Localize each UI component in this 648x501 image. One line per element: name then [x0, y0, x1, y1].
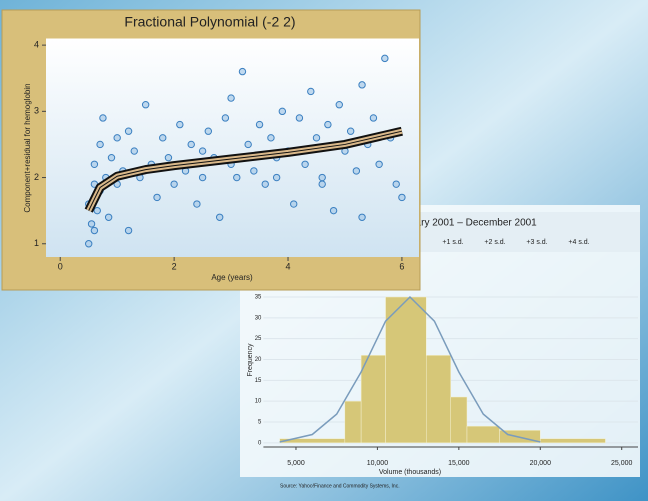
scatter-point: [301, 160, 309, 169]
normal-curve: [279, 295, 541, 443]
scatter-point: [153, 193, 161, 202]
histogram-bar: [426, 355, 451, 444]
scatter-point: [130, 147, 138, 155]
scatter-point: [233, 173, 241, 182]
scatter-point: [204, 127, 212, 135]
x-tick-label: 2: [172, 261, 177, 271]
histogram-bar: [450, 396, 468, 444]
y-tick-label: 3: [34, 106, 39, 116]
scatter-point: [124, 127, 133, 135]
scatter-point: [164, 153, 173, 162]
scatter-point: [113, 134, 121, 142]
scatter-point: [238, 67, 247, 76]
y-tick-label: 30: [255, 315, 262, 321]
header-label: +3 s.d.: [526, 239, 547, 246]
x-tick-label: 4: [286, 261, 291, 271]
fit-line: [88, 130, 403, 211]
x-tick-label: 5,000: [287, 460, 305, 467]
scatter-point: [358, 81, 366, 89]
y-tick-label: 1: [34, 238, 39, 248]
scatter-point: [329, 206, 338, 215]
chart-title: Fractional Polynomial (-2 2): [124, 14, 295, 30]
scatter-point: [124, 226, 133, 235]
scatter-point: [141, 101, 150, 109]
x-axis-label: Volume (thousands): [379, 469, 441, 476]
header-label: +4 s.d.: [568, 239, 589, 246]
y-tick-label: 15: [255, 378, 262, 384]
x-tick-label: 25,000: [611, 460, 633, 467]
header-label: +2 s.d.: [484, 239, 505, 246]
scatter-point: [381, 54, 389, 63]
scatter-point: [278, 107, 287, 116]
scatter-point: [295, 114, 304, 122]
scatter-point: [398, 193, 406, 202]
scatter-point: [159, 134, 167, 142]
scatter-point: [90, 226, 99, 235]
scatter-point: [93, 206, 101, 215]
scatter-point: [307, 87, 315, 96]
y-axis-label: Component+residual for hemoglobin: [23, 83, 32, 212]
scatter-point: [352, 167, 361, 175]
scatter-point: [193, 200, 201, 208]
histogram-bar: [540, 438, 606, 444]
scatter-point: [335, 101, 343, 109]
scatter-point: [272, 173, 281, 182]
scatter-point: [90, 160, 99, 169]
y-tick-label: 25: [255, 336, 262, 342]
scatter-point: [170, 180, 178, 188]
histogram-bar: [360, 355, 386, 444]
scatter-point: [87, 220, 96, 228]
x-tick-label: 0: [58, 261, 63, 271]
histogram-bar: [344, 400, 362, 444]
x-tick-label: 20,000: [530, 460, 552, 467]
y-tick-label: 4: [34, 39, 39, 49]
x-tick-label: 10,000: [367, 460, 389, 467]
scatter-point: [99, 114, 107, 122]
y-tick-label: 0: [258, 440, 262, 446]
source-note: Source: Yahoo!Finance and Commodity Syst…: [280, 483, 400, 489]
scatter-point: [244, 140, 252, 149]
x-tick-label: 15,000: [448, 460, 470, 467]
scatter-point: [104, 213, 113, 221]
scatter-point: [324, 120, 332, 129]
scatter-point: [176, 120, 184, 129]
x-axis-label: Age (years): [211, 273, 253, 282]
scatter-point: [85, 240, 93, 248]
header-label: +1 s.d.: [442, 239, 463, 246]
scatter-point: [358, 213, 366, 221]
y-tick-label: 2: [34, 172, 39, 182]
scatter-point: [215, 213, 224, 221]
scatter-point: [198, 173, 207, 182]
y-tick-label: 35: [255, 295, 262, 301]
scatter-point: [369, 114, 378, 122]
scatter-point: [255, 120, 264, 129]
scatter-point: [198, 147, 207, 155]
scatter-point: [107, 153, 116, 162]
x-tick-label: 6: [399, 261, 404, 271]
scatter-point: [318, 180, 326, 188]
y-tick-label: 10: [255, 399, 262, 405]
scatter-point: [318, 173, 326, 182]
scatter-point: [375, 160, 383, 169]
y-tick-label: 5: [258, 420, 262, 426]
scatter-point: [250, 167, 258, 175]
histogram-bar: [466, 425, 500, 444]
scatter-point: [187, 140, 195, 149]
scatter-point: [96, 140, 104, 149]
scatter-point: [267, 134, 275, 142]
scatter-point: [312, 134, 321, 142]
scatter-point: [227, 94, 235, 102]
scatter-point: [221, 114, 230, 122]
y-tick-label: 20: [255, 357, 262, 363]
scatter-point: [261, 180, 269, 188]
scatter-point: [290, 200, 298, 208]
plot-area: [46, 38, 419, 257]
scatter-point: [392, 180, 400, 188]
scatter-point: [346, 127, 355, 135]
y-axis-label: Frequency: [247, 343, 254, 377]
chart-title: uary 2001 – December 2001: [410, 218, 537, 229]
histogram-bar: [385, 296, 427, 444]
